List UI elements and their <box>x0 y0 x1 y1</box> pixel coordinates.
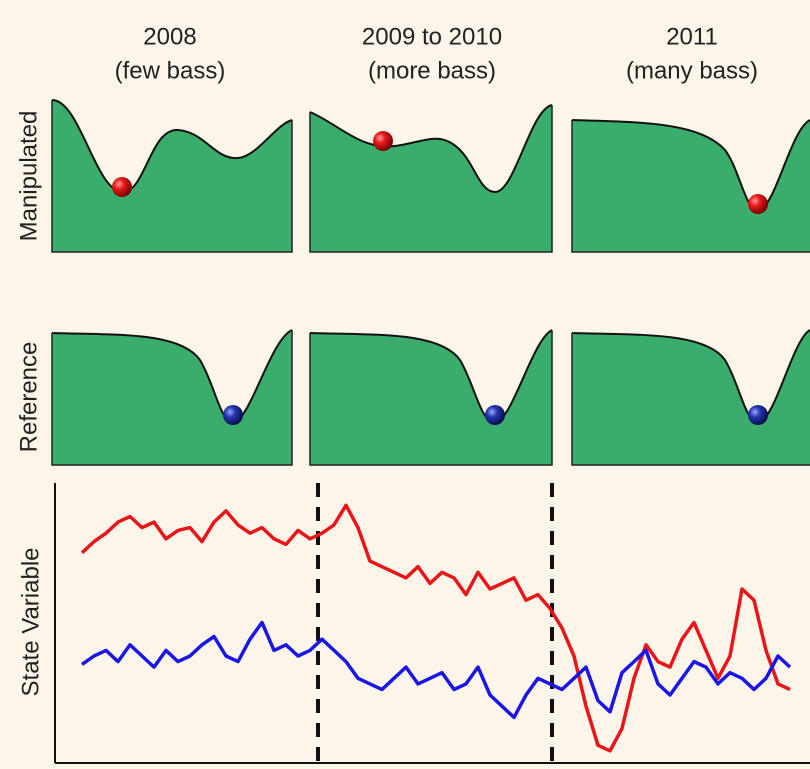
column-year: 2011 <box>666 23 718 50</box>
row-label: Manipulated <box>15 111 42 242</box>
row-label: Reference <box>15 342 42 453</box>
y-axis-label: State Variable <box>17 548 44 697</box>
series-line <box>82 505 790 751</box>
column-year: 2009 to 2010 <box>362 23 502 50</box>
column-year: 2008 <box>143 23 196 50</box>
plot-area <box>82 505 790 751</box>
column-note: (many bass) <box>626 57 758 84</box>
landscapes <box>52 100 810 465</box>
figure: 2008 (few bass) 2009 to 2010 (more bass)… <box>0 0 810 769</box>
column-note: (more bass) <box>368 57 496 84</box>
axes <box>55 483 810 763</box>
column-note: (few bass) <box>115 57 226 84</box>
column-headers: 2008 (few bass) 2009 to 2010 (more bass)… <box>115 23 758 84</box>
